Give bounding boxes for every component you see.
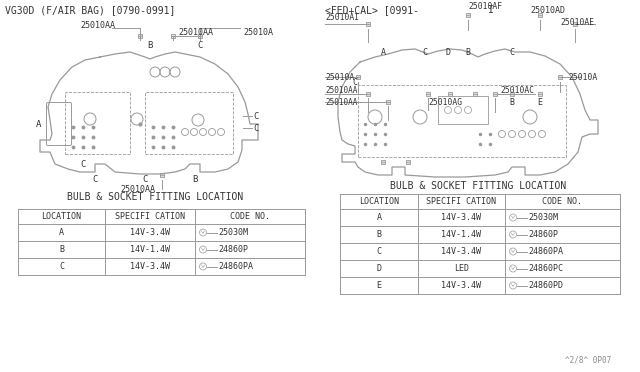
Text: B: B: [192, 174, 198, 183]
Text: LED: LED: [454, 264, 469, 273]
Text: 25010AA: 25010AA: [178, 28, 213, 36]
Text: C: C: [142, 174, 148, 183]
Text: 25010AI: 25010AI: [325, 13, 359, 22]
Text: VG30D (F/AIR BAG) [0790-0991]: VG30D (F/AIR BAG) [0790-0991]: [5, 5, 175, 15]
Text: 25030M: 25030M: [528, 213, 558, 222]
Text: E: E: [376, 281, 381, 290]
Bar: [493, 92, 497, 96]
Text: BULB & SOCKET FITTING LOCATION: BULB & SOCKET FITTING LOCATION: [390, 181, 566, 191]
Text: D: D: [445, 48, 451, 57]
Text: C: C: [253, 124, 259, 132]
Text: I: I: [488, 5, 494, 15]
Text: 25010AC: 25010AC: [500, 86, 534, 94]
Text: 25010AF: 25010AF: [468, 1, 502, 10]
Text: 24860PC: 24860PC: [528, 264, 563, 273]
Text: BULB & SOCKET FITTING LOCATION: BULB & SOCKET FITTING LOCATION: [67, 192, 243, 202]
Text: 25010AD: 25010AD: [530, 6, 565, 15]
Bar: [366, 92, 370, 96]
Text: LOCATION: LOCATION: [359, 197, 399, 206]
Bar: [438, 96, 488, 124]
Text: C: C: [422, 48, 428, 57]
Bar: [65, 92, 130, 154]
Bar: [172, 34, 175, 38]
Text: CODE NO.: CODE NO.: [230, 212, 270, 221]
Text: 14V-1.4W: 14V-1.4W: [130, 245, 170, 254]
Text: 14V-3.4W: 14V-3.4W: [442, 213, 481, 222]
Text: CODE NO.: CODE NO.: [543, 197, 582, 206]
Text: SPECIFI CATION: SPECIFI CATION: [115, 212, 185, 221]
Bar: [358, 85, 566, 157]
Bar: [467, 13, 470, 17]
Text: SPECIFI CATION: SPECIFI CATION: [426, 197, 497, 206]
Text: 14V-3.4W: 14V-3.4W: [442, 247, 481, 256]
Bar: [381, 160, 385, 164]
Text: 25030M: 25030M: [218, 228, 248, 237]
Text: A: A: [381, 48, 385, 57]
Text: C: C: [59, 262, 64, 271]
Bar: [406, 160, 410, 164]
Text: C: C: [509, 48, 515, 57]
Bar: [138, 34, 141, 38]
Text: 24860PD: 24860PD: [528, 281, 563, 290]
Bar: [356, 75, 360, 79]
Text: 24860P: 24860P: [528, 230, 558, 239]
Bar: [426, 92, 429, 96]
Text: 25010AA: 25010AA: [80, 20, 115, 29]
Text: C: C: [353, 77, 358, 87]
Text: 25010A: 25010A: [325, 73, 355, 81]
Text: D: D: [376, 264, 381, 273]
Text: 25010AA: 25010AA: [325, 97, 357, 106]
Text: 14V-1.4W: 14V-1.4W: [442, 230, 481, 239]
Text: C: C: [197, 41, 203, 49]
Text: 25010A: 25010A: [243, 28, 273, 36]
Text: B: B: [465, 48, 470, 57]
Bar: [473, 92, 477, 96]
Text: 25010AA: 25010AA: [325, 86, 357, 94]
Bar: [573, 22, 577, 26]
Text: 24860PA: 24860PA: [218, 262, 253, 271]
Text: 14V-3.4W: 14V-3.4W: [442, 281, 481, 290]
Text: C: C: [92, 174, 98, 183]
Text: 24860P: 24860P: [218, 245, 248, 254]
Text: B: B: [376, 230, 381, 239]
Text: C: C: [80, 160, 86, 169]
Text: B: B: [509, 97, 515, 106]
Bar: [366, 22, 370, 26]
Bar: [558, 75, 562, 79]
Bar: [198, 34, 202, 38]
Text: 24860PA: 24860PA: [528, 247, 563, 256]
Text: ^2/8^ 0P07: ^2/8^ 0P07: [565, 356, 611, 365]
Text: 14V-3.4W: 14V-3.4W: [130, 262, 170, 271]
Text: A: A: [59, 228, 64, 237]
Bar: [145, 92, 233, 154]
Text: B: B: [147, 41, 153, 49]
Text: A: A: [376, 213, 381, 222]
Bar: [510, 92, 514, 96]
Bar: [448, 92, 452, 96]
Bar: [538, 13, 541, 17]
Text: C: C: [253, 112, 259, 121]
Bar: [538, 92, 541, 96]
Bar: [387, 100, 390, 104]
Text: 25010A: 25010A: [568, 73, 597, 81]
Text: <FED+CAL> [0991-: <FED+CAL> [0991-: [325, 5, 419, 15]
Text: 14V-3.4W: 14V-3.4W: [130, 228, 170, 237]
Bar: [160, 173, 164, 177]
Text: 25010AE: 25010AE: [560, 17, 594, 26]
Text: B: B: [59, 245, 64, 254]
Text: A: A: [36, 119, 42, 128]
Text: E: E: [538, 97, 543, 106]
Text: 25010AA: 25010AA: [120, 185, 156, 193]
Text: LOCATION: LOCATION: [42, 212, 81, 221]
Text: 25010AG: 25010AG: [428, 97, 462, 106]
Text: C: C: [376, 247, 381, 256]
